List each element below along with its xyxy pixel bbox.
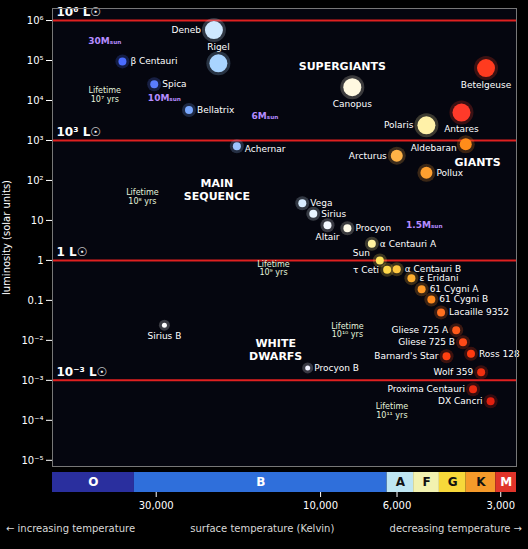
svg-text:MAINSEQUENCE: MAINSEQUENCE	[184, 177, 250, 203]
svg-text:10⁻⁴: 10⁻⁴	[21, 415, 43, 426]
svg-text:10⁶: 10⁶	[27, 15, 44, 26]
svg-text:Lifetime10⁸ yrs: Lifetime10⁸ yrs	[126, 188, 159, 206]
svg-text:Polaris: Polaris	[384, 120, 414, 130]
svg-text:Rigel: Rigel	[207, 42, 230, 52]
svg-text:DX Cancri: DX Cancri	[438, 396, 483, 406]
svg-text:Lifetime10⁹ yrs: Lifetime10⁹ yrs	[257, 260, 290, 278]
svg-text:Sirius B: Sirius B	[147, 331, 181, 341]
svg-text:ε Eridani: ε Eridani	[419, 273, 458, 283]
svg-text:Canopus: Canopus	[333, 99, 372, 109]
svg-text:α Centauri A: α Centauri A	[380, 239, 437, 249]
svg-text:α Centauri B: α Centauri B	[404, 264, 462, 275]
svg-text:G: G	[448, 475, 458, 489]
svg-text:Lifetime10¹⁰ yrs: Lifetime10¹⁰ yrs	[331, 322, 364, 340]
svg-text:O: O	[88, 475, 98, 489]
svg-text:30Mₛᵤₙ: 30Mₛᵤₙ	[88, 36, 121, 46]
svg-text:Ross 128: Ross 128	[479, 349, 520, 359]
html-text:decreasing temperature →: decreasing temperature →	[389, 522, 522, 534]
svg-text:β Centauri: β Centauri	[130, 56, 177, 66]
svg-text:M: M	[500, 475, 512, 489]
svg-text:3,000: 3,000	[486, 500, 515, 511]
svg-text:10⁻⁵: 10⁻⁵	[21, 455, 43, 466]
svg-text:6,000: 6,000	[383, 500, 412, 511]
svg-text:1 L☉: 1 L☉	[57, 245, 88, 259]
svg-text:τ Ceti: τ Ceti	[353, 265, 379, 275]
svg-text:Sirius: Sirius	[321, 209, 346, 219]
svg-text:6Mₛᵤₙ: 6Mₛᵤₙ	[252, 111, 279, 121]
svg-text:10⁻³ L☉: 10⁻³ L☉	[57, 365, 108, 379]
svg-text:Antares: Antares	[444, 124, 479, 134]
svg-text:10⁻²: 10⁻²	[21, 335, 43, 346]
svg-text:K: K	[476, 475, 486, 489]
svg-text:Proxima Centauri: Proxima Centauri	[388, 384, 465, 394]
svg-text:Barnard's Star: Barnard's Star	[374, 351, 438, 361]
svg-text:Betelgeuse: Betelgeuse	[461, 80, 512, 90]
svg-text:F: F	[422, 475, 430, 489]
svg-text:Bellatrix: Bellatrix	[197, 105, 235, 115]
svg-text:30,000: 30,000	[139, 500, 174, 511]
svg-text:Gliese 725 A: Gliese 725 A	[391, 325, 449, 335]
svg-text:Sun: Sun	[353, 248, 370, 258]
svg-text:Pollux: Pollux	[436, 168, 463, 178]
svg-text:B: B	[256, 475, 265, 489]
svg-text:10Mₛᵤₙ: 10Mₛᵤₙ	[148, 93, 181, 103]
svg-text:Gliese 725 B: Gliese 725 B	[398, 337, 455, 347]
html-text:← increasing temperature: ← increasing temperature	[6, 522, 136, 534]
svg-text:Arcturus: Arcturus	[349, 151, 387, 161]
svg-text:Procyon B: Procyon B	[314, 363, 359, 373]
svg-text:61 Cygni B: 61 Cygni B	[439, 294, 488, 304]
svg-text:Lacaille 9352: Lacaille 9352	[449, 307, 509, 317]
svg-text:GIANTS: GIANTS	[455, 156, 501, 169]
svg-text:Procyon: Procyon	[355, 223, 391, 233]
svg-text:1.5Mₛᵤₙ: 1.5Mₛᵤₙ	[406, 220, 443, 230]
svg-text:Spica: Spica	[162, 79, 186, 89]
svg-text:61 Cygni A: 61 Cygni A	[430, 284, 480, 294]
html-text:surface temperature (Kelvin): surface temperature (Kelvin)	[190, 522, 335, 534]
svg-text:Deneb: Deneb	[171, 25, 201, 35]
svg-text:0.1: 0.1	[28, 295, 44, 306]
svg-text:Aldebaran: Aldebaran	[411, 143, 457, 153]
svg-text:10²: 10²	[27, 175, 44, 186]
svg-text:10⁻³: 10⁻³	[21, 375, 43, 386]
svg-text:luminosity (solar units): luminosity (solar units)	[1, 180, 12, 295]
svg-text:A: A	[396, 475, 406, 489]
svg-text:10⁴: 10⁴	[27, 95, 44, 106]
svg-text:10³ L☉: 10³ L☉	[57, 125, 102, 139]
svg-text:10: 10	[31, 215, 44, 226]
svg-text:10⁵: 10⁵	[27, 55, 44, 66]
svg-text:10⁶ L☉: 10⁶ L☉	[57, 5, 102, 19]
svg-text:Lifetime10⁷ yrs: Lifetime10⁷ yrs	[89, 86, 122, 104]
svg-text:Vega: Vega	[310, 198, 332, 208]
svg-text:Lifetime10¹¹ yrs: Lifetime10¹¹ yrs	[376, 402, 409, 420]
svg-text:10,000: 10,000	[303, 500, 338, 511]
svg-text:1: 1	[37, 255, 43, 266]
svg-text:10³: 10³	[27, 135, 44, 146]
svg-text:Wolf 359: Wolf 359	[434, 367, 474, 377]
svg-text:SUPERGIANTS: SUPERGIANTS	[299, 60, 386, 73]
svg-text:Achernar: Achernar	[245, 144, 286, 154]
svg-text:Altair: Altair	[316, 232, 340, 242]
svg-text:WHITEDWARFS: WHITEDWARFS	[249, 337, 302, 363]
